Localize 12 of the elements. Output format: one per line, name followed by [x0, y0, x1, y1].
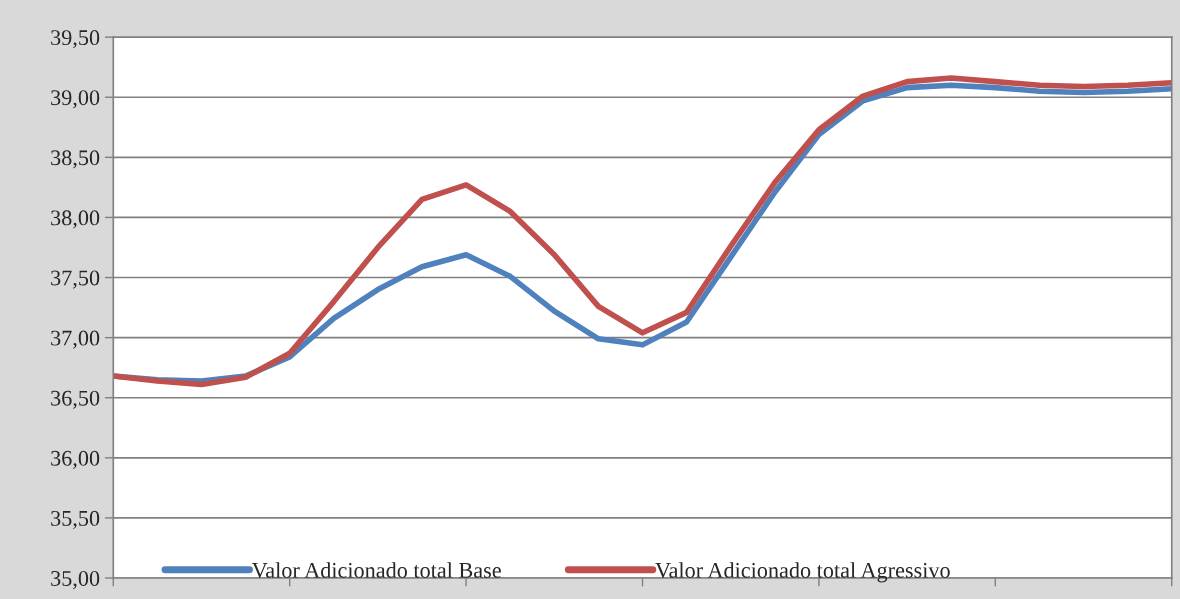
y-tick-label: 39,50 — [51, 30, 100, 49]
y-tick-label: 38,00 — [51, 210, 100, 229]
y-tick-label: 38,50 — [51, 150, 100, 169]
y-tick-label: 36,50 — [51, 390, 100, 409]
y-tick-label: 35,50 — [51, 510, 100, 530]
y-tick-label: 35,00 — [51, 570, 100, 590]
y-tick-label: 39,00 — [51, 90, 100, 109]
legend-label: Valor Adicionado total Agressivo — [655, 562, 950, 583]
y-tick-label: 37,00 — [51, 330, 100, 349]
y-tick-label: 37,50 — [51, 270, 100, 289]
y-tick-label: 36,00 — [51, 450, 100, 469]
legend-label: Valor Adicionado total Base — [251, 562, 501, 578]
